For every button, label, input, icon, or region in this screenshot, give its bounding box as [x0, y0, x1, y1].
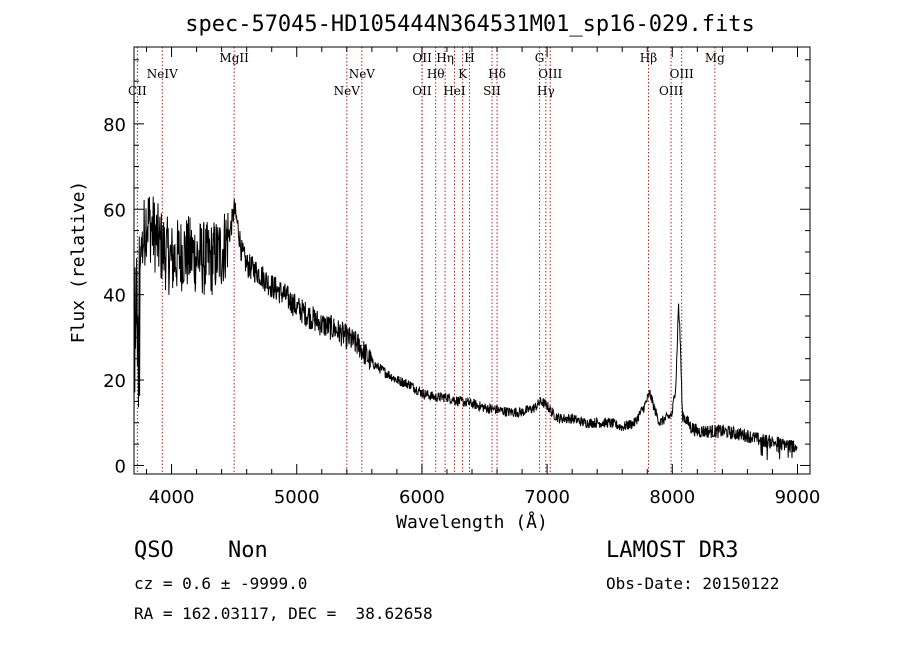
x-tick-label: 8000: [649, 487, 695, 508]
line-label: Hγ: [537, 84, 555, 98]
x-tick-label: 7000: [524, 487, 570, 508]
line-label: CII: [128, 84, 147, 98]
line-label: HeI: [443, 84, 466, 98]
object-class: QSO: [134, 538, 174, 563]
line-label: NeV: [334, 84, 361, 98]
line-label: OIII: [659, 84, 683, 98]
y-axis: 0 20 40 60 80: [103, 59, 810, 477]
y-tick-label: 60: [103, 200, 126, 221]
line-label: NeIV: [147, 67, 178, 81]
line-label: H: [464, 51, 474, 65]
spectrum-line: [133, 196, 798, 461]
line-label: OII: [412, 84, 432, 98]
plot-frame: [133, 46, 811, 475]
line-markers: [136, 47, 716, 474]
x-tick-label: 9000: [775, 487, 821, 508]
redshift-cz: cz = 0.6 ± -9999.0: [134, 574, 308, 593]
line-label: SII: [483, 84, 501, 98]
line-label: MgII: [219, 51, 249, 65]
line-label: Mg: [705, 51, 725, 65]
survey-name: LAMOST DR3: [606, 538, 739, 563]
object-subclass: Non: [228, 538, 268, 563]
chart-title: spec-57045-HD105444N364531M01_sp16-029.f…: [185, 12, 755, 37]
line-label: Hβ: [640, 51, 657, 65]
line-label: OII: [413, 51, 433, 65]
coordinates: RA = 162.03117, DEC = 38.62658: [134, 604, 433, 623]
x-tick-label: 6000: [399, 487, 445, 508]
x-axis: 4000 5000 6000 7000 8000 9000: [146, 47, 821, 508]
y-tick-label: 80: [103, 115, 126, 136]
line-label: OIII: [538, 67, 562, 81]
obs-date: Obs-Date: 20150122: [606, 574, 780, 593]
x-tick-label: 4000: [149, 487, 195, 508]
line-label: Hθ: [427, 67, 445, 81]
y-tick-label: 40: [103, 286, 126, 307]
line-label: Hη: [436, 51, 454, 65]
line-label: G: [535, 51, 545, 65]
line-label: NeV: [349, 67, 376, 81]
y-tick-label: 20: [103, 371, 126, 392]
line-label: Hδ: [488, 67, 506, 81]
line-label: OIII: [670, 67, 694, 81]
y-axis-label: Flux (relative): [68, 181, 89, 344]
y-tick-label: 0: [115, 456, 126, 477]
x-axis-label: Wavelength (Å): [396, 511, 548, 533]
x-tick-label: 5000: [274, 487, 320, 508]
line-label: K: [458, 67, 468, 81]
